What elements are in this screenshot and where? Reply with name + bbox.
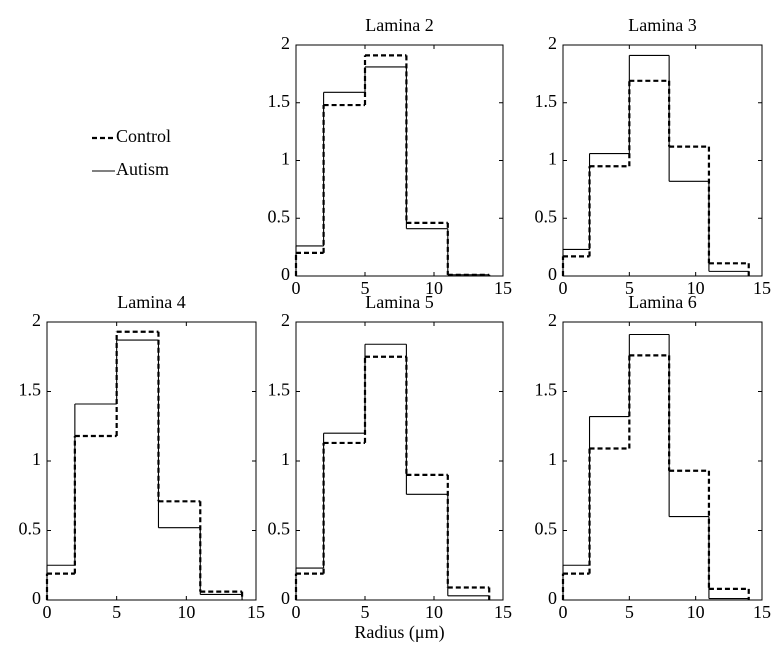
x-tick-label: 5 — [625, 278, 634, 298]
plot-frame — [562, 321, 763, 601]
y-tick-label: 0.5 — [535, 206, 558, 226]
y-tick-label: 1.5 — [19, 380, 42, 400]
histogram-series — [45, 330, 244, 600]
histogram-series — [295, 66, 490, 276]
y-tick-label: 0.5 — [268, 519, 291, 539]
y-tick-label: 2 — [548, 33, 557, 53]
y-tick-label: 0 — [32, 588, 41, 608]
panel-title: Lamina 5 — [365, 292, 433, 312]
x-tick-label: 10 — [177, 602, 195, 622]
y-tick-label: 0.5 — [268, 206, 291, 226]
x-tick-label: 0 — [559, 278, 568, 298]
x-tick-label: 15 — [247, 602, 265, 622]
y-tick-label: 1 — [32, 449, 41, 469]
plot-frame — [295, 44, 504, 277]
x-tick-label: 15 — [753, 602, 771, 622]
x-tick-label: 0 — [292, 278, 301, 298]
y-tick-label: 2 — [281, 310, 290, 330]
x-tick-label: 15 — [494, 602, 512, 622]
plot-frame — [295, 321, 504, 601]
y-tick-label: 1 — [548, 449, 557, 469]
histogram-series — [561, 354, 750, 600]
y-tick-label: 1.5 — [268, 380, 291, 400]
y-tick-label: 0.5 — [19, 519, 42, 539]
panel-title: Lamina 6 — [628, 292, 696, 312]
y-tick-label: 1.5 — [268, 91, 291, 111]
x-tick-label: 5 — [361, 278, 370, 298]
x-tick-label: 5 — [112, 602, 121, 622]
y-tick-label: 1 — [281, 449, 290, 469]
x-tick-label: 5 — [625, 602, 634, 622]
x-tick-label: 10 — [687, 278, 705, 298]
y-tick-label: 2 — [548, 310, 557, 330]
y-tick-label: 0.5 — [535, 519, 558, 539]
x-tick-label: 10 — [425, 278, 443, 298]
x-tick-label: 15 — [494, 278, 512, 298]
y-tick-label: 0 — [548, 264, 557, 284]
legend-label: Autism — [116, 159, 169, 179]
x-tick-label: 0 — [292, 602, 301, 622]
y-tick-label: 0 — [281, 264, 290, 284]
y-tick-label: 1.5 — [535, 380, 558, 400]
x-tick-label: 0 — [559, 602, 568, 622]
x-tick-label: 10 — [687, 602, 705, 622]
y-tick-label: 1 — [281, 149, 290, 169]
panel-title: Lamina 2 — [365, 15, 433, 35]
histogram-series — [561, 79, 750, 276]
y-tick-label: 1 — [548, 149, 557, 169]
plot-frame — [46, 321, 257, 601]
panel-title: Lamina 4 — [117, 292, 185, 312]
histogram-series — [562, 54, 750, 276]
x-tick-label: 0 — [43, 602, 52, 622]
y-tick-label: 2 — [281, 33, 290, 53]
panel-title: Lamina 3 — [628, 15, 696, 35]
histogram-series — [294, 54, 491, 276]
y-tick-label: 1.5 — [535, 91, 558, 111]
plot-frame — [562, 44, 763, 277]
histogram-series — [46, 339, 243, 600]
y-tick-label: 2 — [32, 310, 41, 330]
histogram-series — [562, 333, 750, 600]
y-tick-label: 0 — [548, 588, 557, 608]
x-axis-label: Radius (μm) — [354, 622, 444, 643]
histogram-series — [294, 355, 491, 600]
x-tick-label: 15 — [753, 278, 771, 298]
x-tick-label: 10 — [425, 602, 443, 622]
histogram-series — [295, 343, 490, 600]
legend-label: Control — [116, 126, 171, 146]
y-tick-label: 0 — [281, 588, 290, 608]
x-tick-label: 5 — [361, 602, 370, 622]
